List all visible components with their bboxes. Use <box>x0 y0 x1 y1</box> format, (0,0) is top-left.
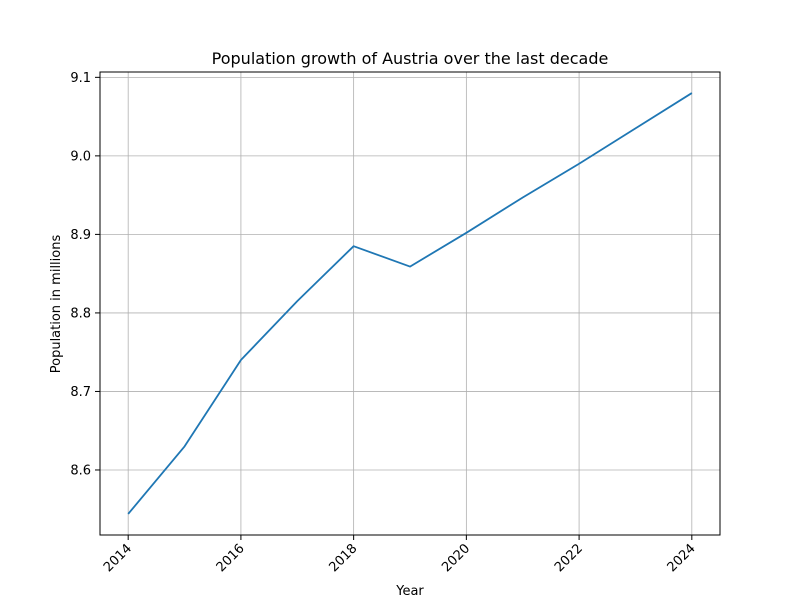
series-line-0 <box>127 92 693 515</box>
y-tick-label: 8.6 <box>70 463 91 478</box>
x-axis-label: Year <box>395 584 424 599</box>
chart-title: Population growth of Austria over the la… <box>212 49 609 68</box>
y-tick-label: 8.8 <box>70 306 91 321</box>
y-axis-label: Population in millions <box>49 235 64 374</box>
y-tick-label: 9.0 <box>70 149 91 164</box>
grid <box>100 72 720 535</box>
plot-frame <box>99 71 721 536</box>
y-tick-label: 8.7 <box>70 385 91 400</box>
y-tick-label: 9.1 <box>70 71 91 86</box>
y-tick-label: 8.9 <box>70 228 91 243</box>
series-lines <box>127 92 693 515</box>
